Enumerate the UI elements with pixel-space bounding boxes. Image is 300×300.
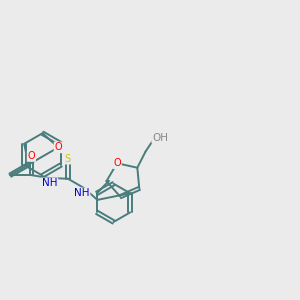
Text: O: O (28, 151, 35, 161)
Text: S: S (65, 154, 71, 164)
Text: OH: OH (152, 133, 168, 143)
Text: O: O (113, 158, 121, 168)
Text: NH: NH (74, 188, 89, 198)
Text: O: O (55, 142, 62, 152)
Text: NH: NH (42, 178, 57, 188)
